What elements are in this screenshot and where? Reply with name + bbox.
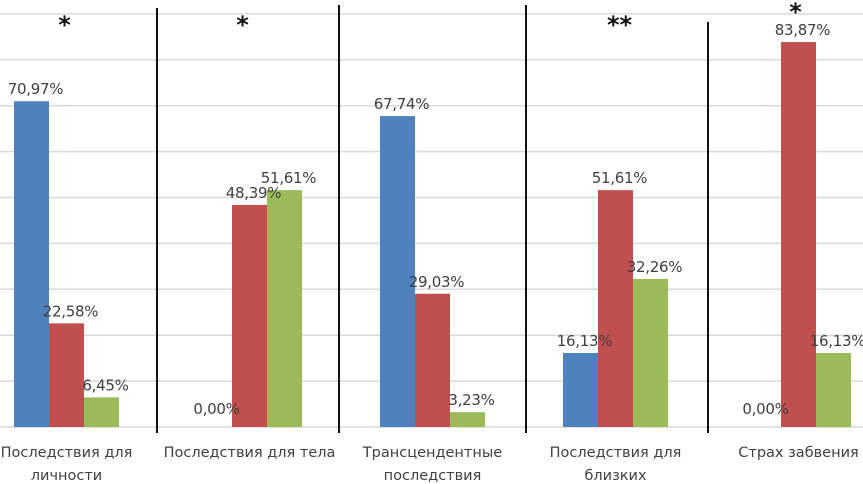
bar bbox=[450, 412, 485, 427]
bar bbox=[633, 278, 668, 427]
data-label: 32,26% bbox=[627, 258, 682, 276]
category-label: Последствия для тела bbox=[164, 445, 336, 461]
significance-marker: ** bbox=[607, 11, 633, 39]
bar bbox=[49, 323, 84, 427]
data-label: 70,97% bbox=[8, 80, 63, 98]
data-label: 67,74% bbox=[374, 95, 429, 113]
bar bbox=[84, 397, 119, 427]
bar bbox=[563, 352, 598, 427]
data-label: 48,39% bbox=[226, 184, 281, 202]
category-label: близких bbox=[584, 468, 647, 484]
significance-marker: * bbox=[58, 11, 71, 39]
bar bbox=[415, 293, 450, 427]
data-label: 16,13% bbox=[810, 332, 863, 350]
bar bbox=[267, 190, 302, 427]
data-label: 0,00% bbox=[193, 400, 239, 418]
bar bbox=[380, 116, 415, 428]
data-label: 83,87% bbox=[775, 21, 830, 39]
data-label: 29,03% bbox=[409, 273, 464, 291]
category-label: личности bbox=[31, 468, 102, 484]
category-label: последствия bbox=[384, 468, 482, 484]
bar bbox=[232, 204, 267, 427]
category-label: Последствия для bbox=[550, 445, 682, 461]
significance-marker: * bbox=[789, 0, 802, 26]
category-label: Последствия для bbox=[1, 445, 133, 461]
bar bbox=[781, 42, 816, 427]
data-label: 16,13% bbox=[557, 332, 612, 350]
data-label: 3,23% bbox=[448, 391, 494, 409]
bar bbox=[14, 101, 49, 427]
bar bbox=[598, 190, 633, 427]
significance-marker: * bbox=[236, 11, 249, 39]
bar bbox=[816, 352, 851, 427]
data-label: 51,61% bbox=[592, 169, 647, 187]
data-label: 0,00% bbox=[742, 400, 788, 418]
category-label: Страх забвения bbox=[738, 445, 858, 461]
data-label: 51,61% bbox=[261, 169, 316, 187]
category-label: Трансцендентные bbox=[362, 445, 502, 461]
data-label: 6,45% bbox=[82, 376, 128, 394]
data-label: 22,58% bbox=[43, 302, 98, 320]
